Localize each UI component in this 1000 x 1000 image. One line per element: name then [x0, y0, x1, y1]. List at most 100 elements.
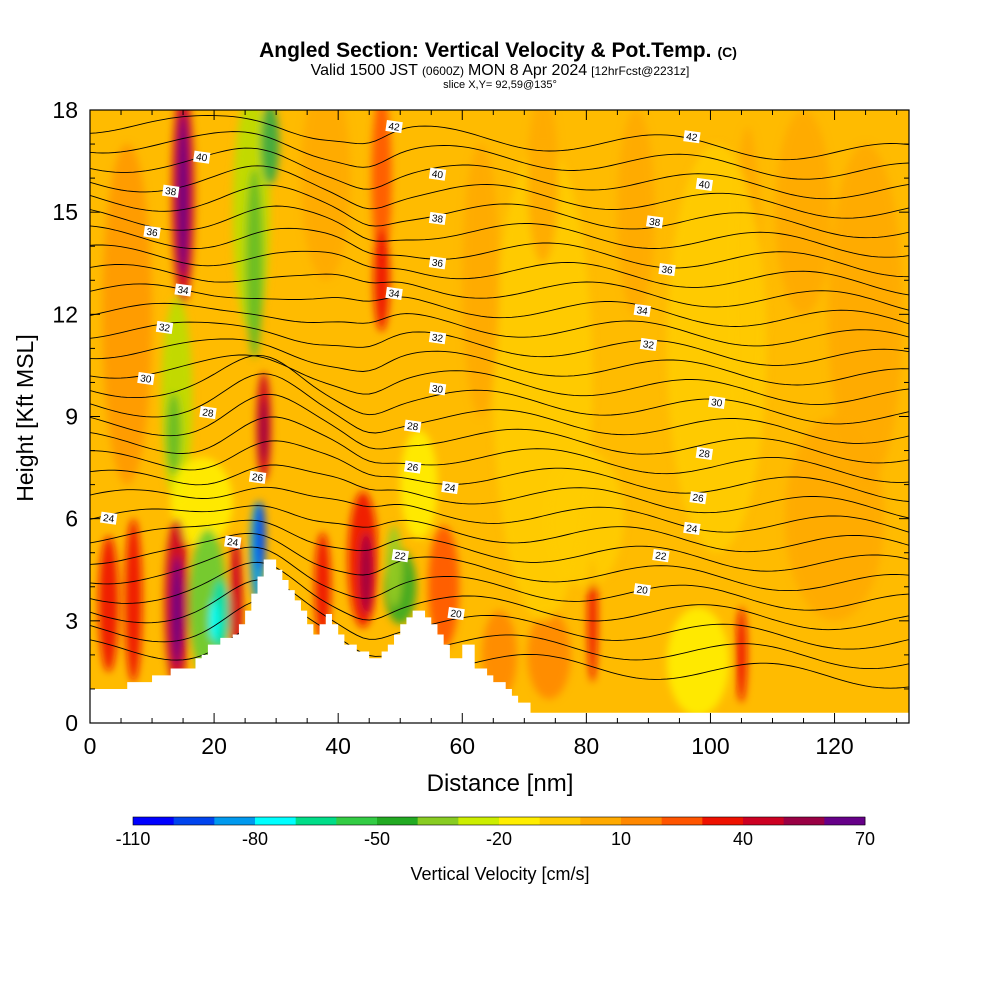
theta-label: 34: [385, 286, 403, 301]
theta-label-bg: [441, 480, 459, 495]
theta-label: 20: [447, 606, 465, 621]
theta-label-bg: [385, 119, 403, 134]
isentrope-line: [90, 354, 909, 425]
isentrope-line: [90, 486, 909, 533]
isentrope-line: [90, 283, 909, 327]
colorbar-tick-label: 70: [855, 829, 875, 849]
velocity-cell: [245, 167, 264, 359]
theta-label-text: 24: [226, 537, 239, 550]
theta-label-text: 32: [158, 322, 171, 335]
theta-label: 32: [155, 320, 174, 335]
theta-label: 24: [441, 480, 459, 495]
theta-label-text: 40: [195, 152, 208, 165]
theta-label-bg: [658, 263, 676, 277]
theta-label-bg: [404, 460, 422, 474]
theta-label: 28: [404, 419, 422, 433]
y-tick-label: 6: [65, 506, 78, 532]
colorbar-label: Vertical Velocity [cm/s]: [410, 864, 589, 884]
theta-label-text: 32: [431, 332, 444, 345]
velocity-cell: [735, 607, 748, 703]
x-tick-label: 40: [325, 733, 351, 759]
x-axis: 0 20 40 60 80 100 120: [84, 110, 898, 759]
theta-label-bg: [404, 419, 422, 433]
isentrope-line: [90, 579, 909, 650]
y-tick-label: 15: [52, 199, 78, 225]
theta-label-text: 22: [394, 550, 407, 563]
isentrope-line: [90, 354, 909, 405]
velocity-cell: [385, 525, 403, 608]
x-tick-label: 0: [84, 733, 97, 759]
colorbar-tick-label: 10: [611, 829, 631, 849]
theta-label: 24: [224, 535, 242, 549]
theta-label-text: 38: [164, 186, 177, 199]
theta-label-text: 40: [698, 179, 711, 192]
theta-label-bg: [428, 331, 447, 345]
velocity-cell: [98, 535, 119, 672]
velocity-cell: [260, 110, 280, 185]
colorbar-swatch: [824, 817, 866, 825]
velocity-cell: [171, 556, 183, 666]
colorbar-swatch: [743, 817, 785, 825]
colorbar-swatch: [580, 817, 622, 825]
isentrope-line: [90, 131, 909, 180]
y-tick-label: 3: [65, 608, 78, 634]
theta-label-bg: [248, 470, 267, 484]
theta-label-bg: [447, 606, 465, 621]
theta-label: 32: [428, 331, 447, 345]
theta-label: 22: [391, 549, 409, 563]
theta-label-text: 24: [102, 513, 115, 526]
theta-label-text: 20: [450, 608, 463, 621]
colorbar-tick-label: -50: [364, 829, 390, 849]
x-tick-label: 60: [449, 733, 475, 759]
isentropes: [90, 115, 909, 689]
theta-label-bg: [633, 583, 651, 597]
isentrope-line: [90, 302, 909, 347]
theta-label-text: 30: [139, 373, 152, 386]
theta-label: 28: [199, 406, 217, 420]
isentrope-line: [90, 147, 909, 200]
theta-label-text: 42: [685, 132, 698, 145]
theta-label-text: 22: [654, 550, 667, 563]
theta-label-bg: [652, 549, 670, 563]
velocity-cell: [209, 600, 220, 642]
velocity-cell: [300, 110, 351, 281]
isentrope-line: [90, 519, 909, 572]
isentrope-line: [90, 561, 909, 631]
theta-label-bg: [428, 167, 447, 181]
theta-label: 40: [428, 167, 447, 182]
theta-label-bg: [695, 446, 714, 461]
velocity-cell: [400, 430, 438, 540]
colorbar-tick-label: -80: [242, 829, 268, 849]
theta-label-text: 38: [648, 217, 661, 230]
theta-label: 34: [174, 283, 192, 297]
theta-label-bg: [174, 283, 192, 297]
theta-label-bg: [633, 303, 651, 317]
isentrope-line: [90, 338, 909, 386]
x-axis-label: Distance [nm]: [427, 770, 574, 797]
velocity-cell: [102, 144, 153, 485]
theta-label-text: 20: [636, 584, 649, 597]
chart-title: Angled Section: Vertical Velocity & Pot.…: [259, 39, 737, 62]
theta-label: 38: [162, 184, 180, 199]
theta-labels: 42 42 40 40 40 38 38 38 36 36 36 34 34 34 32 32 32 30 30 30…: [99, 119, 726, 621]
theta-label: 26: [689, 491, 707, 505]
theta-label-bg: [428, 382, 447, 396]
theta-label-text: 40: [431, 169, 444, 182]
colorbar-swatch: [458, 817, 500, 825]
isentrope-line: [90, 416, 909, 483]
isentrope-line: [90, 393, 909, 464]
colorbar-swatch: [621, 817, 663, 825]
y-tick-label: 18: [52, 97, 78, 123]
theta-label-bg: [385, 286, 403, 300]
y-tick-label: 12: [52, 301, 78, 327]
colorbar-tick-label: -20: [486, 829, 512, 849]
isentrope-line: [90, 546, 909, 611]
theta-label-text: 24: [685, 523, 698, 536]
theta-label-text: 24: [444, 482, 457, 495]
theta-label-bg: [99, 511, 118, 525]
theta-label-bg: [224, 535, 242, 549]
theta-label-text: 26: [692, 493, 705, 506]
theta-label: 26: [404, 460, 422, 474]
